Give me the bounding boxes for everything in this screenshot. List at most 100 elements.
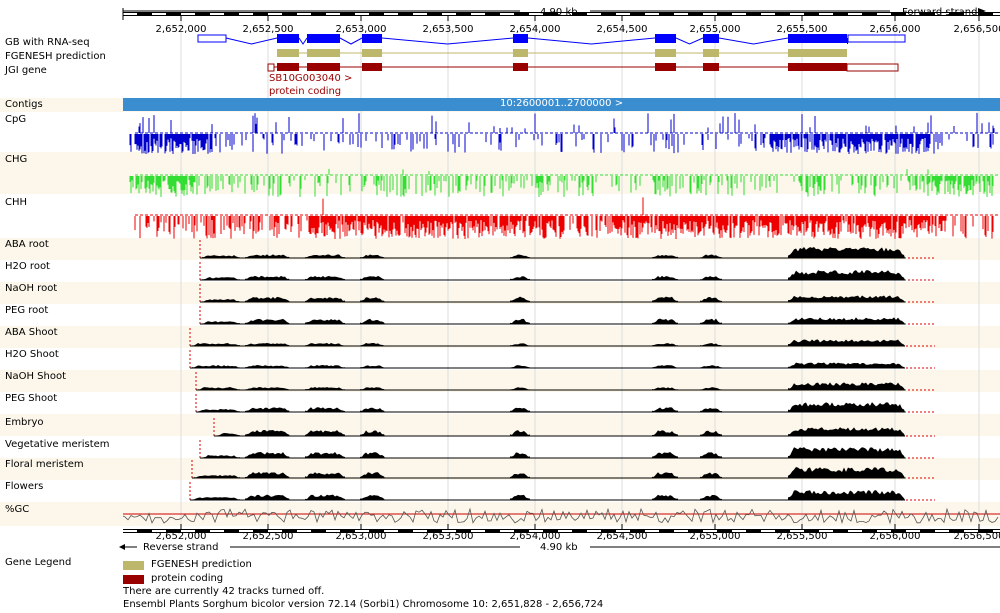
track-label-gb-rna-seq: GB with RNA-seq <box>5 37 90 48</box>
track-label-naoh-root: NaOH root <box>5 283 58 294</box>
ruler-bar-stripe <box>181 13 195 15</box>
ruler-bar-stripe <box>268 13 282 15</box>
ruler-bar-stripe <box>703 530 717 532</box>
ruler-tick-label: 2,655,000 <box>689 24 741 35</box>
ruler-tick-label: 2,653,500 <box>422 531 474 542</box>
track-label-peg-root: PEG root <box>5 305 49 316</box>
ruler-tick-label: 2,654,000 <box>509 531 561 542</box>
ruler-bar-stripe <box>848 13 862 15</box>
ruler-tick-label: 2,654,500 <box>596 531 648 542</box>
ruler-tick-label: 2,656,500 <box>953 531 1000 542</box>
ruler-bar-stripe <box>935 13 949 15</box>
rna-seq-intron <box>298 37 308 45</box>
ruler-bar-stripe <box>819 13 833 15</box>
ruler-tick-label: 2,652,500 <box>242 531 294 542</box>
ruler-bar-stripe <box>529 530 543 532</box>
ruler-bar-stripe <box>471 13 485 15</box>
ruler-bar-stripe <box>645 13 659 15</box>
ruler-bar-stripe <box>210 13 224 15</box>
track-label-flowers: Flowers <box>5 481 44 492</box>
coverage-profile <box>202 270 905 280</box>
rna-seq-intron <box>225 37 278 45</box>
gene-annotation-id[interactable]: SB10G003040 > <box>269 73 353 84</box>
coverage-profile <box>192 339 905 346</box>
coverage-profile <box>202 447 905 458</box>
ruler-bar-stripe <box>326 13 340 15</box>
rna-seq-exon <box>788 34 847 43</box>
ruler-bar-stripe <box>297 13 311 15</box>
jgi-exon <box>307 63 340 71</box>
track-label-floral-meristem: Floral meristem <box>5 459 84 470</box>
ruler-bar-stripe <box>732 13 746 15</box>
track-label-aba-shoot: ABA Shoot <box>5 327 58 338</box>
fgenesh-exon <box>703 49 719 57</box>
forward-strand-label: Forward strand <box>902 7 978 18</box>
rna-seq-intron <box>381 37 514 45</box>
ruler-bar-stripe <box>558 530 572 532</box>
jgi-exon <box>362 63 382 71</box>
ruler-tick-label: 2,653,000 <box>335 24 387 35</box>
ruler-tick-label: 2,656,500 <box>953 24 1000 35</box>
track-label-peg-shoot: PEG Shoot <box>5 393 58 404</box>
ruler-tick-label: 2,653,000 <box>335 531 387 542</box>
contig-text[interactable]: 10:2600001..2700000 > <box>500 98 624 109</box>
fgenesh-exon <box>788 49 847 57</box>
ruler-tick-label: 2,652,000 <box>155 531 207 542</box>
ruler-bar-stripe <box>587 13 601 15</box>
ruler-bar-stripe <box>210 530 224 532</box>
track-label-chh: CHH <box>5 197 28 208</box>
rna-seq-utr <box>847 34 906 43</box>
ruler-bar-stripe <box>268 530 282 532</box>
ruler-bar-stripe <box>877 13 891 15</box>
rna-seq-intron <box>527 37 656 45</box>
rna-seq-intron <box>675 37 704 45</box>
coverage-profile <box>194 467 905 478</box>
ruler-tick-label: 2,653,500 <box>422 24 474 35</box>
jgi-exon <box>788 63 847 71</box>
jgi-exon <box>513 63 528 71</box>
ruler-bar-stripe <box>239 13 253 15</box>
track-label-fgenesh: FGENESH prediction <box>5 51 106 62</box>
track-label-contigs: Contigs <box>5 99 43 110</box>
jgi-exon <box>655 63 676 71</box>
ruler-bar-stripe <box>761 13 775 15</box>
coverage-profile <box>198 382 905 390</box>
naoh-root-band <box>0 282 1000 304</box>
ruler-tick-label: 2,652,000 <box>155 24 207 35</box>
ruler-bar-stripe <box>819 530 833 532</box>
legend-label-protein-coding: protein coding <box>151 573 224 584</box>
rna-seq-exon <box>655 34 676 43</box>
ruler-bar-stripe <box>123 13 137 15</box>
jgi-utr <box>267 63 275 72</box>
ruler-bar-stripe <box>152 530 166 532</box>
ruler-bar-stripe <box>877 530 891 532</box>
ruler-bar-stripe <box>790 530 804 532</box>
embryo-band <box>0 414 1000 436</box>
jgi-utr <box>846 63 899 72</box>
rna-seq-exon <box>703 34 719 43</box>
coverage-profile <box>192 362 905 368</box>
ruler-bar-stripe <box>674 530 688 532</box>
ruler-tick-label: 2,655,500 <box>776 531 828 542</box>
ruler-tick-label: 2,654,500 <box>596 24 648 35</box>
ruler-bar-stripe <box>645 530 659 532</box>
contig-bar <box>123 98 1000 111</box>
legend-swatch-fgenesh <box>123 561 144 570</box>
track-label-jgi-gene: JGI gene <box>5 65 47 76</box>
legend-swatch-protein-coding <box>123 575 144 584</box>
ruler-bar-stripe <box>732 530 746 532</box>
track-label-chg: CHG <box>5 154 28 165</box>
rna-seq-exon <box>513 34 528 43</box>
aba-root-band <box>0 238 1000 260</box>
ruler-bar-stripe <box>616 530 630 532</box>
ruler-bar-stripe <box>558 13 572 15</box>
ruler-bar-stripe <box>761 530 775 532</box>
ruler-bar-stripe <box>587 530 601 532</box>
ruler-bar-stripe <box>964 13 978 15</box>
ruler-bar-stripe <box>326 530 340 532</box>
ruler-tick-label: 2,654,000 <box>509 24 561 35</box>
rna-seq-exon <box>362 34 382 43</box>
track-label-gc: %GC <box>5 504 30 515</box>
fgenesh-exon <box>307 49 340 57</box>
